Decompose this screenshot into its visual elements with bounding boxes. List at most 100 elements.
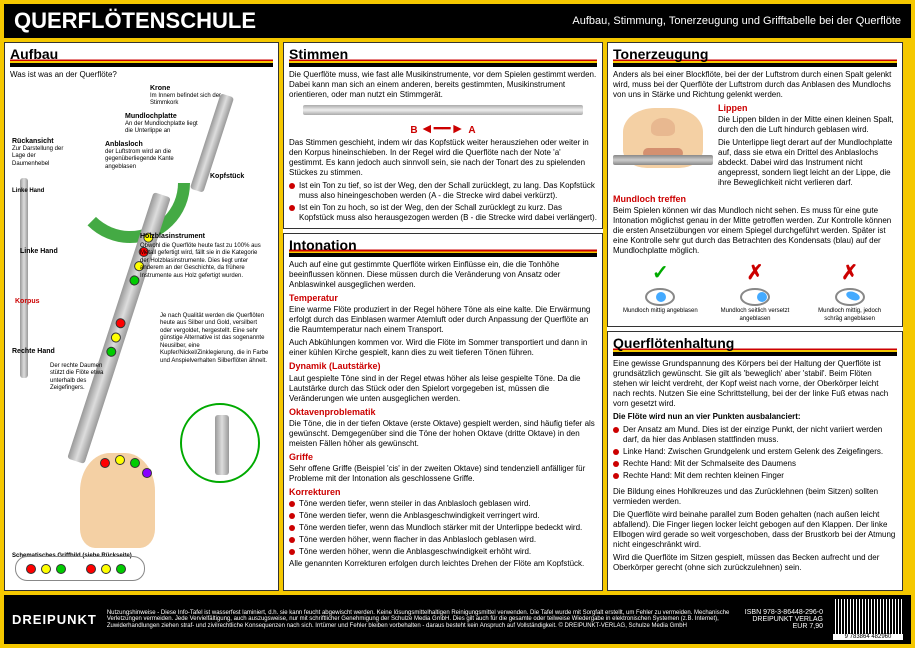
section-stimmen: Stimmen Die Querflöte muss, wie fast all… xyxy=(283,42,603,229)
oval-3 xyxy=(835,288,865,306)
dot-icon xyxy=(289,525,295,531)
stimmen-b1: Ist ein Ton zu tief, so ist der Weg, den… xyxy=(289,181,597,201)
desc-daumen: Der rechte Daumen stützt die Flöte etwa … xyxy=(50,363,110,393)
xmark-icon: ✗ xyxy=(810,261,890,286)
blue-dot xyxy=(757,292,767,302)
schematic-bar xyxy=(15,556,145,581)
haltung-p3: Die Querflöte wird beinahe parallel zum … xyxy=(613,510,897,550)
label-linkehand1: Linke Hand xyxy=(12,188,44,196)
flute-diagram: Krone Im Innern befindet sich der Stimmk… xyxy=(10,83,273,583)
dot-icon xyxy=(289,513,295,519)
mundloch-p: Beim Spielen können wir das Mundloch nic… xyxy=(613,206,897,256)
isbn-line1: ISBN 978-3-86448-296-0 xyxy=(745,609,823,616)
hk3 xyxy=(130,458,140,468)
dot-icon xyxy=(613,449,619,455)
aufbau-intro: Was ist was an der Querflöte? xyxy=(10,70,273,80)
dot-icon xyxy=(289,549,295,555)
barcode-num: 9 783864 482960 xyxy=(833,634,903,640)
griffe-h: Griffe xyxy=(289,452,597,463)
desc-ruck: Zur Darstellung der Lage der Daumenhebel xyxy=(12,146,72,169)
fussstuck-tube xyxy=(215,415,229,475)
intonation-heading: Intonation xyxy=(289,237,597,258)
dot-icon xyxy=(289,501,295,507)
korr4-text: Töne werden höher, wenn flacher in das A… xyxy=(299,535,536,545)
haltung-b4-text: Rechte Hand: Mit dem rechten kleinen Fin… xyxy=(623,471,784,481)
dot-icon xyxy=(289,537,295,543)
section-intonation: Intonation Auch auf eine gut gestimmte Q… xyxy=(283,233,603,592)
haltung-b3-text: Rechte Hand: Mit der Schmalseite des Dau… xyxy=(623,459,796,469)
stimmen-heading: Stimmen xyxy=(289,46,597,67)
lippen-h: Lippen xyxy=(718,103,897,114)
key-7 xyxy=(105,345,118,358)
okt-p: Die Töne, die in der tiefen Oktave (erst… xyxy=(289,419,597,449)
arrow-b: B xyxy=(410,125,417,136)
section-haltung: Querflötenhaltung Eine gewisse Grundspan… xyxy=(607,331,903,591)
footer: DREIPUNKT Nutzungshinweise - Diese Info-… xyxy=(4,595,911,644)
page: QUERFLÖTENSCHULE Aufbau, Stimmung, Toner… xyxy=(0,0,915,648)
haltung-heading: Querflötenhaltung xyxy=(613,335,897,356)
col-aufbau: Aufbau Was ist was an der Querflöte? Kro… xyxy=(4,42,279,591)
header: QUERFLÖTENSCHULE Aufbau, Stimmung, Toner… xyxy=(4,4,911,38)
intonation-intro: Auch auf eine gut gestimmte Querflöte wi… xyxy=(289,260,597,290)
xmark-icon: ✗ xyxy=(715,261,795,286)
footer-isbn: ISBN 978-3-86448-296-0 DREIPUNKT VERLAG … xyxy=(745,609,823,630)
dot-icon xyxy=(613,427,619,433)
label-rechtehand: Rechte Hand xyxy=(12,348,55,357)
korr5: Töne werden höher, wenn die Anblasgeschw… xyxy=(289,547,597,557)
dyn-h: Dynamik (Lautstärke) xyxy=(289,361,597,372)
mundloch-h: Mundloch treffen xyxy=(613,194,897,205)
blue-dot xyxy=(656,292,666,302)
footer-legal: Nutzungshinweise - Diese Info-Tafel ist … xyxy=(107,610,735,630)
blue-dot xyxy=(845,290,861,302)
check2-text: Mundloch seitlich versetzt angeblasen xyxy=(715,308,795,323)
barcode-block: 9 783864 482960 xyxy=(833,599,903,640)
hk4 xyxy=(142,468,152,478)
desc-holzblas: Obwohl die Querflöte heute fast zu 100% … xyxy=(140,243,265,281)
tuning-flute xyxy=(303,105,583,115)
barcode-icon xyxy=(833,599,903,634)
col-right: Tonerzeugung Anders als bei einer Blockf… xyxy=(607,42,903,591)
lippen-p1: Die Lippen bilden in der Mitte einen kle… xyxy=(718,115,897,135)
korr-end: Alle genannten Korrekturen erfolgen durc… xyxy=(289,559,597,569)
dot-icon xyxy=(613,473,619,479)
oval-2 xyxy=(740,288,770,306)
desc-qualitat: Je nach Qualität werden die Querflöten h… xyxy=(160,313,270,366)
section-tonerzeugung: Tonerzeugung Anders als bei einer Blockf… xyxy=(607,42,903,327)
sk1 xyxy=(26,564,36,574)
toner-heading: Tonerzeugung xyxy=(613,46,897,67)
key-4 xyxy=(128,274,141,287)
label-holzblas: Holzblasinstrument xyxy=(140,233,205,242)
isbn-price: EUR 7,90 xyxy=(745,623,823,630)
haltung-b3: Rechte Hand: Mit der Schmalseite des Dau… xyxy=(613,459,897,469)
oval-1 xyxy=(645,288,675,306)
dot-icon xyxy=(613,461,619,467)
temp-p2: Auch Abkühlungen kommen vor. Wird die Fl… xyxy=(289,338,597,358)
haltung-p2: Die Bildung eines Hohlkreuzes und das Zu… xyxy=(613,487,897,507)
arrow-a: A xyxy=(468,125,475,136)
korr1: Töne werden tiefer, wenn steiler in das … xyxy=(289,499,597,509)
sk6 xyxy=(116,564,126,574)
key-6 xyxy=(110,331,123,344)
stimmen-b2: Ist ein Ton zu hoch, so ist der Weg, den… xyxy=(289,203,597,223)
korr3: Töne werden tiefer, wenn das Mundloch st… xyxy=(289,523,597,533)
isbn-line2: DREIPUNKT VERLAG xyxy=(745,616,823,623)
check3-text: Mundloch mittig, jedoch schräg angeblase… xyxy=(810,308,890,323)
nose-icon xyxy=(651,118,675,136)
check-item-3: ✗ Mundloch mittig, jedoch schräg angebla… xyxy=(810,261,890,323)
korr1-text: Töne werden tiefer, wenn steiler in das … xyxy=(299,499,531,509)
haltung-b4: Rechte Hand: Mit dem rechten kleinen Fin… xyxy=(613,471,897,481)
sk4 xyxy=(86,564,96,574)
check1-text: Mundloch mittig angeblasen xyxy=(620,308,700,316)
section-aufbau: Aufbau Was ist was an der Querflöte? Kro… xyxy=(4,42,279,591)
sk2 xyxy=(41,564,51,574)
hand-diagram xyxy=(80,453,155,548)
temp-p: Eine warme Flöte produziert in der Regel… xyxy=(289,305,597,335)
haltung-b1: Der Ansatz am Mund. Dies ist der einzige… xyxy=(613,425,897,445)
korr5-text: Töne werden höher, wenn die Anblasgeschw… xyxy=(299,547,531,557)
checkmark-icon: ✓ xyxy=(620,261,700,286)
temp-h: Temperatur xyxy=(289,293,597,304)
stimmen-b1-text: Ist ein Ton zu tief, so ist der Weg, den… xyxy=(299,181,597,201)
sk3 xyxy=(56,564,66,574)
haltung-sub: Die Flöte wird nun an vier Punkten ausba… xyxy=(613,412,897,422)
haltung-p4: Wird die Querflöte im Sitzen gespielt, m… xyxy=(613,553,897,573)
